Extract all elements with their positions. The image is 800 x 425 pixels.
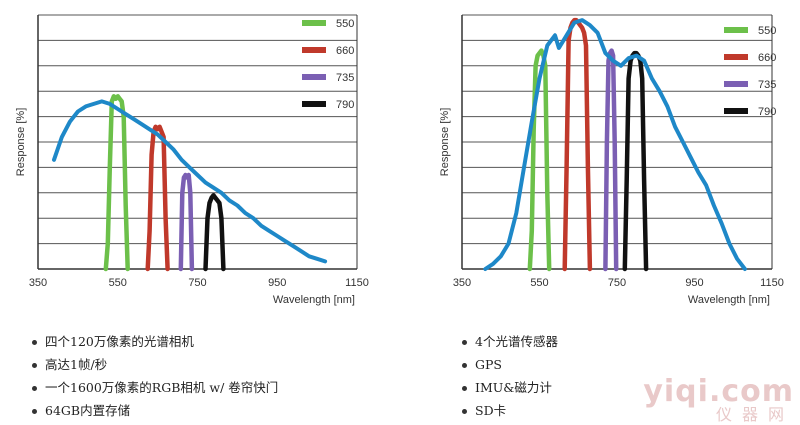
bullet-dot [32, 363, 37, 368]
bullet-item: 高达1帧/秒 [32, 353, 278, 376]
bullet-text: 四个120万像素的光谱相机 [45, 334, 194, 349]
legend-label-660: 660 [758, 52, 776, 64]
band-735-line [178, 172, 195, 272]
legend-label-660: 660 [336, 45, 354, 57]
bullet-item: 64GB内置存储 [32, 399, 278, 422]
bullet-dot [32, 409, 37, 414]
x-tick-label: 950 [268, 277, 286, 289]
x-tick-label: 750 [188, 277, 206, 289]
bullet-dot [462, 409, 467, 414]
legend-label-550: 550 [336, 18, 354, 30]
legend-label-735: 735 [758, 79, 776, 91]
right-panel: 350 550 750 950 1150 Wavelength [nm] Response … [410, 0, 800, 425]
x-tick-label: 750 [608, 277, 626, 289]
legend-label-790: 790 [758, 106, 776, 118]
band-790-line [622, 50, 649, 272]
bullet-text: SD卡 [475, 403, 507, 418]
x-tick-label: 350 [453, 277, 471, 289]
bullet-text: 4个光谱传感器 [475, 334, 558, 349]
bullet-dot [462, 363, 467, 368]
response-curve-line [483, 18, 747, 271]
x-axis-label: Wavelength [nm] [273, 294, 355, 306]
x-tick-label: 550 [109, 277, 127, 289]
band-660-line [145, 124, 170, 272]
y-axis-label: Response [%] [439, 108, 451, 176]
legend-label-735: 735 [336, 72, 354, 84]
bullet-text: IMU&磁力计 [475, 380, 552, 395]
band-790-line [203, 193, 226, 272]
bullet-dot [462, 386, 467, 391]
x-tick-label: 550 [530, 277, 548, 289]
left-chart: 350 550 750 950 1150 Wavelength [nm] Response … [15, 14, 369, 306]
bullet-item: 一个1600万像素的RGB相机 w/ 卷帘快门 [32, 376, 278, 399]
bullet-text: GPS [475, 357, 502, 372]
watermark-line2: 仪器网 [715, 405, 794, 424]
band-550-line [103, 94, 130, 272]
right-bullet-list: 4个光谱传感器 GPS IMU&磁力计 SD卡 [462, 330, 558, 422]
left-bullet-list: 四个120万像素的光谱相机 高达1帧/秒 一个1600万像素的RGB相机 w/ … [32, 330, 278, 422]
bullet-item: SD卡 [462, 399, 558, 422]
left-panel: 350 550 750 950 1150 Wavelength [nm] Response … [15, 14, 369, 422]
band-660-line [562, 17, 593, 272]
x-tick-label: 1150 [760, 277, 784, 289]
y-axis-label: Response [%] [15, 108, 27, 176]
x-axis-label: Wavelength [nm] [688, 294, 770, 306]
x-tick-label: 350 [29, 277, 47, 289]
right-chart: 350 550 750 950 1150 Wavelength [nm] Response … [439, 14, 784, 306]
response-curve-line [52, 99, 328, 264]
x-tick-label: 1150 [345, 277, 369, 289]
watermark-line1: yiqi.com [643, 374, 794, 409]
watermark: yiqi.com 仪器网 [643, 377, 794, 423]
bullet-item: GPS [462, 353, 558, 376]
bullet-dot [32, 340, 37, 345]
legend-label-790: 790 [336, 99, 354, 111]
bullet-text: 一个1600万像素的RGB相机 w/ 卷帘快门 [45, 380, 279, 395]
bullet-item: 四个120万像素的光谱相机 [32, 330, 278, 353]
bullet-text: 64GB内置存储 [45, 403, 131, 418]
bullet-item: 4个光谱传感器 [462, 330, 558, 353]
bullet-dot [462, 340, 467, 345]
bullet-dot [32, 386, 37, 391]
bullet-text: 高达1帧/秒 [45, 357, 108, 372]
legend-label-550: 550 [758, 25, 776, 37]
band-735-line [603, 48, 619, 272]
x-tick-label: 950 [685, 277, 703, 289]
bullet-item: IMU&磁力计 [462, 376, 558, 399]
band-550-line [527, 48, 552, 272]
